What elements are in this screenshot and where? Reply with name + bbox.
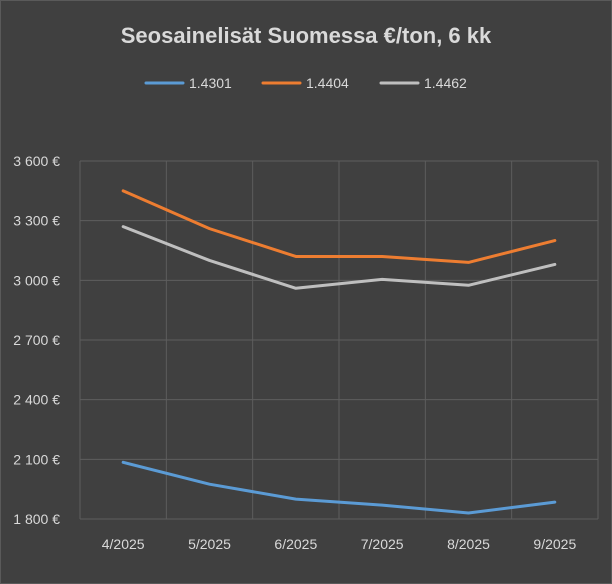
x-tick-label: 5/2025 [188, 536, 231, 552]
y-tick-label: 3 600 € [13, 153, 60, 169]
x-tick-label: 8/2025 [447, 536, 490, 552]
series-line-1-4301 [121, 460, 557, 515]
legend-label: 1.4462 [424, 75, 467, 91]
legend-label: 1.4301 [189, 75, 232, 91]
series-line-1-4404 [121, 189, 557, 264]
y-tick-label: 2 100 € [13, 451, 60, 467]
series-lines [121, 189, 557, 515]
legend-label: 1.4404 [306, 75, 349, 91]
y-axis: 1 800 € 2 100 € 2 400 € 2 700 € 3 000 € 3 300… [13, 153, 60, 527]
x-tick-label: 4/2025 [102, 536, 145, 552]
x-tick-label: 9/2025 [533, 536, 576, 552]
x-tick-label: 6/2025 [274, 536, 317, 552]
series-line-1-4462 [121, 225, 557, 290]
x-axis: 4/2025 5/2025 6/2025 7/2025 8/2025 9/2025 [102, 536, 577, 552]
y-tick-label: 3 300 € [13, 213, 60, 229]
y-tick-label: 3 000 € [13, 272, 60, 288]
chart-title: Seosainelisät Suomessa €/ton, 6 kk [121, 23, 492, 48]
y-tick-label: 2 400 € [13, 392, 60, 408]
x-tick-label: 7/2025 [361, 536, 404, 552]
y-tick-label: 1 800 € [13, 511, 60, 527]
gridlines [79, 160, 599, 520]
y-tick-label: 2 700 € [13, 332, 60, 348]
legend: 1.4301 1.4404 1.4462 [144, 75, 467, 91]
